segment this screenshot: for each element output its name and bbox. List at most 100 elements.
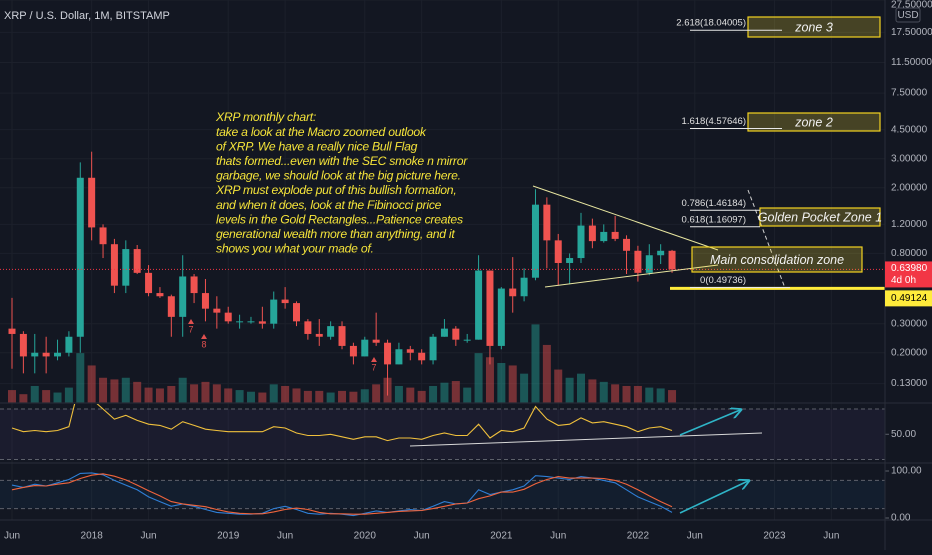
candle-body [452,328,460,340]
volume-bar [8,390,16,403]
y-tick-label: 7.50000 [891,88,928,99]
td-label: 7 [371,362,376,372]
candle-body [304,321,312,334]
zone-label: zone 3 [794,20,833,34]
candle-body [110,244,118,286]
volume-bar [463,387,472,403]
y-tick-label: 0.20000 [891,347,928,358]
candle-body [201,293,209,309]
note-line: levels in the Gold Rectangles...Patience… [216,212,463,226]
volume-bar [508,365,517,403]
candle-body [475,270,483,340]
note-line: shows you what your made of. [216,242,374,256]
candle-body [213,308,221,313]
level-box [885,290,932,307]
annotations: zone 3 zone 2 Golden Pocket Zone 1 Main con… [188,16,885,372]
candle-body [258,321,266,324]
candle-body [8,328,16,334]
candle-body [19,333,27,357]
volume-bar [258,392,267,403]
x-tick-label: Jun [823,531,839,542]
volume-bar [76,353,85,403]
candle-body [497,288,505,346]
volume-bar [451,381,460,403]
td-marker [201,334,207,339]
zone-box [747,16,881,38]
zone-label: Main consolidation zone [710,253,844,267]
x-tick-label: Jun [414,531,430,542]
volume-bar [99,377,108,403]
x-tick-label: Jun [687,531,703,542]
volume-bar [394,385,403,403]
candle-body [600,231,608,242]
volume-bar [360,389,369,403]
x-tick-label: 2019 [217,531,240,542]
volume-bar [668,390,677,403]
flag-lower-trendline [544,264,719,288]
candle-body [554,240,562,263]
volume-bar [497,362,506,403]
zone-box [691,246,863,273]
candle-body [54,352,62,357]
currency-box [895,7,921,23]
volume-bar [19,394,28,403]
candle-body [99,227,107,245]
volume-bar [224,388,233,403]
zone-label: Golden Pocket Zone 1 [758,210,882,224]
candle-body [418,352,426,361]
candle-body [361,339,369,357]
candle-body [224,312,232,322]
volume-bar [212,384,221,403]
candle-body [247,321,255,323]
candle-body [236,321,244,323]
volume-bar [246,391,255,403]
flag-upper-trendline [532,185,719,251]
note-line: thats formed...even with the SEC smoke n… [216,154,468,168]
volume-bar [281,385,290,403]
volume-bar [326,392,335,403]
x-tick-label: Jun [4,531,20,542]
y-tick-label: 0.30000 [891,318,928,329]
volume-bar [178,377,187,403]
stoch-tick-label: 100.00 [891,466,922,477]
candle-body [509,288,517,297]
note-line: and when it does, look at the Fibinocci … [216,198,442,212]
note-line: take a look at the Macro zoomed outlook [216,125,427,139]
volume-bar [622,385,631,403]
volume-bar [349,391,358,403]
volume-bar [429,385,438,403]
rsi-band-fill [0,409,885,460]
candle-body [395,349,403,365]
volume-bar [372,384,381,403]
level-label: 0.49124 [891,293,928,304]
volume-bar [87,365,96,403]
x-tick-label: 2020 [354,531,377,542]
candle-body [167,296,175,317]
fib-label: 2.618(18.04005) [676,18,746,29]
currency-label: USD [897,10,918,21]
volume-bar [656,388,665,403]
price-layer [0,151,885,396]
y-tick-label: 4.50000 [891,124,928,135]
candle-body [668,250,676,270]
volume-bar [611,384,620,403]
volume-bar [121,377,130,403]
volume-bar [53,392,62,403]
note-line: XRP monthly chart: [215,110,316,124]
fib-label: 0.786(1.46184) [682,198,746,209]
candle-body [588,225,596,242]
y-tick-label: 3.00000 [891,153,928,164]
volume-bar [201,381,210,403]
volume-bar [110,379,119,403]
zone-box [747,112,881,132]
td-label: 8 [201,339,206,349]
candle-body [577,225,585,259]
rsi-line [11,404,673,442]
candle-body [657,250,665,256]
candle-body [486,270,494,346]
fib-label: 0.618(1.16097) [682,214,746,225]
candle-body [645,255,653,273]
note-line: garbage, we should look at the big pictu… [216,169,461,183]
